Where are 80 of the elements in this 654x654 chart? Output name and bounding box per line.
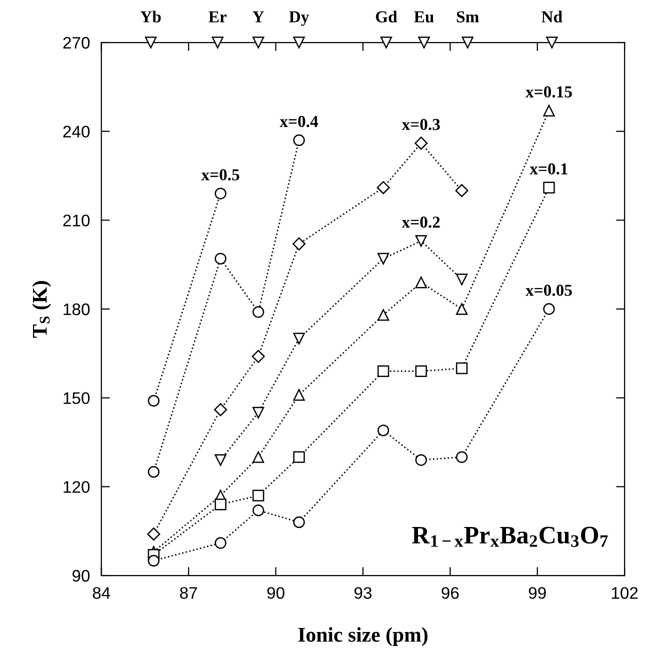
point xyxy=(293,389,305,401)
series-label: x=0.05 xyxy=(526,284,572,296)
series-label: x=0.3 xyxy=(402,118,440,130)
point xyxy=(414,136,428,150)
x-axis-title: Ionic size (pm) xyxy=(298,627,428,646)
point xyxy=(456,303,468,315)
point xyxy=(543,303,555,315)
point xyxy=(293,516,305,528)
point xyxy=(214,537,226,549)
annotation: Y xyxy=(252,11,264,22)
point xyxy=(214,188,226,200)
point xyxy=(293,451,305,463)
y-tick-label: 270 xyxy=(63,36,90,49)
series-label: x=0.5 xyxy=(201,169,240,180)
point xyxy=(376,181,390,194)
x-tick-label: 90 xyxy=(267,587,284,599)
x-tick-label: 93 xyxy=(354,587,372,599)
point xyxy=(380,36,392,48)
annotation: Eu xyxy=(414,11,434,22)
point xyxy=(415,276,427,288)
point xyxy=(144,36,157,48)
y-axis-title: T$_{S}$ (K) xyxy=(32,281,52,338)
point xyxy=(418,36,430,48)
series-label: x=0.15 xyxy=(526,86,572,98)
annotation: Yb xyxy=(140,10,161,22)
point xyxy=(543,182,555,194)
point xyxy=(415,454,427,466)
series-label: x=0.4 xyxy=(280,116,318,128)
series-label: x=0.2 xyxy=(402,216,440,228)
point xyxy=(293,134,305,146)
point xyxy=(292,237,306,250)
point xyxy=(293,36,305,48)
annotation: Gd xyxy=(376,10,398,22)
point xyxy=(293,332,305,344)
point xyxy=(415,235,427,247)
point xyxy=(377,309,390,321)
point xyxy=(252,451,264,463)
point xyxy=(147,528,160,541)
point xyxy=(148,554,160,567)
point xyxy=(252,306,264,318)
point xyxy=(252,504,264,516)
x-tick-label: 84 xyxy=(92,587,110,599)
point xyxy=(214,252,226,265)
y-tick-label: 120 xyxy=(64,481,90,493)
point xyxy=(455,184,468,198)
point xyxy=(377,365,390,378)
y-tick-label: 90 xyxy=(72,570,90,582)
point xyxy=(212,36,224,48)
point xyxy=(456,451,468,463)
point xyxy=(543,104,555,116)
point xyxy=(252,350,265,363)
y-tick-label: 240 xyxy=(63,126,90,138)
y-tick-label: 210 xyxy=(63,214,90,226)
point xyxy=(377,424,390,436)
x-tick-label: 96 xyxy=(442,587,459,599)
point xyxy=(214,498,226,510)
point xyxy=(377,252,390,265)
point xyxy=(148,394,160,407)
annotation: Er xyxy=(208,11,227,22)
point xyxy=(546,36,558,48)
x-tick-label: 102 xyxy=(612,587,638,599)
point xyxy=(148,466,160,478)
point xyxy=(214,403,228,416)
point xyxy=(252,490,264,502)
point xyxy=(415,365,427,378)
point xyxy=(462,36,474,48)
point xyxy=(214,454,226,466)
series-label: x=0.1 xyxy=(530,163,568,175)
point xyxy=(252,36,264,48)
x-tick-label: 87 xyxy=(180,587,198,599)
annotation: Sm xyxy=(456,11,479,22)
x-tick-label: 99 xyxy=(528,587,546,599)
point xyxy=(252,406,264,418)
point xyxy=(456,362,468,374)
y-tick-label: 150 xyxy=(64,392,90,404)
y-tick-label: 180 xyxy=(64,303,90,316)
point xyxy=(456,274,468,286)
annotation: Dy xyxy=(289,11,310,26)
text: R$_{1−x}$Pr$_{x}$Ba$_{2}$Cu$_{3}$O$_{7}$ xyxy=(412,526,608,547)
annotation: Nd xyxy=(542,10,562,22)
